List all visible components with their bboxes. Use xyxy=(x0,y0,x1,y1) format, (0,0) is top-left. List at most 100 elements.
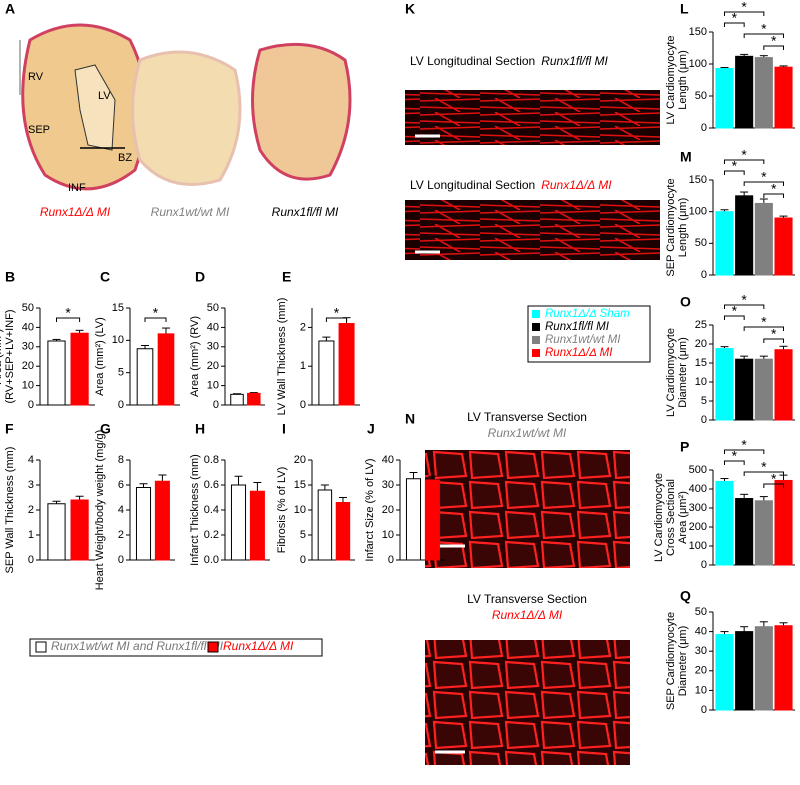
panel-letter: A xyxy=(5,1,15,17)
region-label: INF xyxy=(68,182,86,194)
y-tick-label: 10 xyxy=(207,380,219,392)
y-tick-label: 2 xyxy=(118,529,124,541)
y-tick-label: 100 xyxy=(689,540,707,552)
legend-label: Runx1wt/wt MI xyxy=(545,334,621,346)
bar xyxy=(318,340,335,406)
y-axis-label: LV Cardiomyocyte xyxy=(665,328,677,417)
significance-label: * xyxy=(771,33,777,49)
legend-swatch xyxy=(532,336,540,344)
significance-label: * xyxy=(771,326,777,342)
y-axis-label: LV Cardiomyocyte xyxy=(653,473,665,562)
panel-letter: F xyxy=(5,421,14,437)
bar xyxy=(735,631,754,711)
significance-bracket xyxy=(56,317,81,322)
bar xyxy=(754,500,773,566)
bar xyxy=(424,479,440,561)
y-tick-label: 100 xyxy=(689,206,707,218)
bar xyxy=(774,625,793,711)
significance-bracket xyxy=(763,45,785,50)
bar xyxy=(754,626,773,711)
y-tick-label: 0 xyxy=(701,414,707,426)
significance-bracket xyxy=(763,338,785,343)
y-tick-label: 200 xyxy=(689,521,707,533)
y-axis-label: Area (μm²) xyxy=(677,491,689,544)
y-tick-label: 30 xyxy=(22,341,34,353)
significance-label: * xyxy=(741,437,747,453)
legend-label: Runx1Δ/Δ MI xyxy=(545,347,613,359)
bar xyxy=(136,348,154,406)
y-axis-label: Area (mm²) (RV) xyxy=(189,316,201,397)
panel-letter: P xyxy=(680,439,689,455)
y-tick-label: 2 xyxy=(300,321,306,333)
y-tick-label: 0.4 xyxy=(204,504,219,516)
significance-bracket xyxy=(723,304,765,309)
y-tick-label: 0 xyxy=(300,399,306,411)
significance-label: * xyxy=(761,21,767,37)
bar xyxy=(335,502,351,561)
significance-bracket xyxy=(743,181,785,186)
y-tick-label: 20 xyxy=(22,360,34,372)
y-tick-label: 50 xyxy=(695,90,707,102)
y-tick-label: 0 xyxy=(701,704,707,716)
region-label: LV xyxy=(98,90,111,102)
y-axis-label: Infarct Thickness (mm) xyxy=(189,454,201,566)
significance-label: * xyxy=(741,292,747,308)
y-tick-label: 100 xyxy=(689,58,707,70)
bar xyxy=(774,349,793,421)
y-tick-label: 10 xyxy=(695,684,707,696)
y-tick-label: 1 xyxy=(28,529,34,541)
y-axis-label: LV Cardiomyocyte xyxy=(665,35,677,124)
bar xyxy=(47,340,66,406)
y-axis-label: Diameter (μm) xyxy=(677,337,689,408)
bar xyxy=(735,498,754,566)
y-tick-label: 0 xyxy=(300,554,306,566)
significance-label: * xyxy=(732,303,738,319)
image-caption: LV Longitudinal Section Runx1fl/fl MI xyxy=(410,54,609,68)
legend-swatch xyxy=(532,349,540,357)
y-tick-label: 4 xyxy=(28,454,34,466)
y-tick-label: 0 xyxy=(701,559,707,571)
y-tick-label: 3 xyxy=(28,479,34,491)
histology-image xyxy=(405,200,660,260)
y-tick-label: 0.0 xyxy=(204,554,219,566)
significance-label: * xyxy=(732,448,738,464)
bar xyxy=(230,484,247,561)
y-tick-label: 1 xyxy=(300,360,306,372)
image-caption: Runx1wt/wt MI xyxy=(151,205,230,219)
bar xyxy=(249,490,265,561)
region-label: RV xyxy=(28,71,44,83)
y-tick-label: 4 xyxy=(118,504,124,516)
y-axis-label: Fibrosis (% of LV) xyxy=(276,467,288,554)
bar xyxy=(154,480,170,561)
y-tick-label: 20 xyxy=(294,454,306,466)
panel-letter: D xyxy=(195,269,205,285)
y-tick-label: 50 xyxy=(207,302,219,314)
significance-bracket xyxy=(325,317,348,322)
significance-bracket xyxy=(723,22,745,27)
y-tick-label: 10 xyxy=(112,334,124,346)
image-caption: Runx1wt/wt MI xyxy=(488,426,567,440)
legend-swatch xyxy=(532,323,540,331)
y-axis-label: Length (μm) xyxy=(677,50,689,110)
panel-letter: J xyxy=(367,421,375,437)
significance-bracket xyxy=(723,315,745,320)
panel-letter: Q xyxy=(680,588,691,604)
y-tick-label: 10 xyxy=(294,504,306,516)
significance-label: * xyxy=(65,305,71,321)
panel-letter: C xyxy=(100,269,110,285)
y-tick-label: 0.2 xyxy=(204,529,219,541)
panel-letter: L xyxy=(680,1,689,17)
y-tick-label: 8 xyxy=(118,454,124,466)
significance-bracket xyxy=(743,326,785,331)
y-tick-label: 10 xyxy=(695,376,707,388)
y-tick-label: 0 xyxy=(28,554,34,566)
significance-label: * xyxy=(741,0,747,15)
bar xyxy=(754,202,773,276)
region-label: BZ xyxy=(118,152,132,164)
significance-label: * xyxy=(741,147,747,163)
bar xyxy=(715,634,734,711)
significance-bracket xyxy=(144,317,167,322)
y-tick-label: 0 xyxy=(28,399,34,411)
y-tick-label: 50 xyxy=(695,237,707,249)
y-tick-label: 150 xyxy=(689,26,707,38)
